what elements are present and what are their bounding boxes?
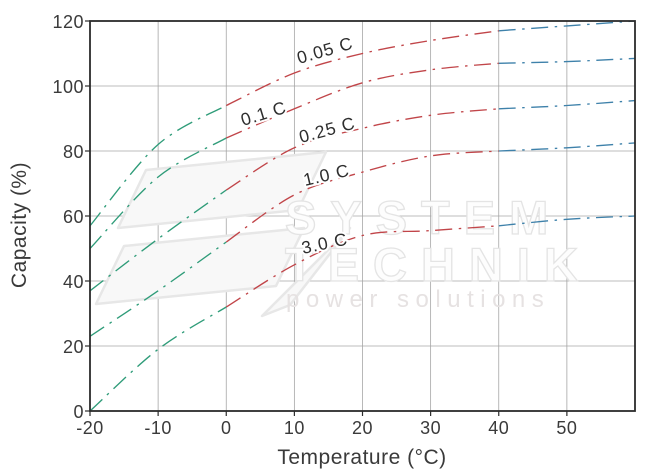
plot-border: [89, 20, 636, 412]
x-tick-label: -10: [144, 418, 172, 438]
y-tick-label: 120: [52, 12, 84, 32]
x-tick-label: 0: [221, 418, 232, 438]
curve-1.0C-normal: [225, 150, 499, 243]
curve-1.0C-cold: [89, 241, 227, 337]
watermark-tagline: power solutions: [286, 286, 550, 313]
curve-0.25C-hot: [498, 99, 636, 110]
y-tick-label: 0: [73, 402, 84, 422]
curve-0.05C-hot: [498, 20, 636, 32]
curve-label-0.1C: 0.1 C: [238, 97, 289, 130]
watermark-line1: SYSTEM: [285, 191, 562, 244]
x-tick-label: -20: [76, 418, 104, 438]
curve-0.1C-normal: [226, 62, 499, 139]
curve-0.05C-cold: [89, 104, 227, 227]
curve-0.1C-hot: [498, 57, 636, 64]
x-axis-label: Temperature (°C): [277, 446, 446, 469]
capacity-curves: [89, 20, 636, 412]
y-tick-label: 80: [63, 142, 84, 162]
curve-3.0C-hot: [498, 215, 636, 227]
curve-0.05C-normal: [226, 30, 499, 107]
x-tick-label: 30: [420, 418, 441, 438]
curve-3.0C-normal: [225, 225, 499, 308]
curve-0.25C-normal: [225, 108, 499, 191]
y-axis-label: Capacity (%): [8, 162, 31, 288]
curve-label-0.25C: 0.25 C: [297, 113, 358, 147]
x-tick-label: 50: [556, 418, 577, 438]
axis-tick-labels: -20 -10 0 10 20 30 40 50 0 20 40 60 80 100 120: [52, 12, 577, 438]
curve-0.1C-cold: [89, 137, 227, 249]
x-tick-label: 40: [488, 418, 509, 438]
curve-1.0C-hot: [498, 142, 636, 152]
y-tick-label: 100: [52, 77, 84, 97]
watermark-line2: TECHNIK: [285, 238, 592, 291]
x-tick-label: 20: [352, 418, 373, 438]
y-tick-label: 40: [63, 272, 84, 292]
y-tick-label: 60: [63, 207, 84, 227]
x-tick-label: 10: [284, 418, 305, 438]
y-tick-label: 20: [63, 337, 84, 357]
